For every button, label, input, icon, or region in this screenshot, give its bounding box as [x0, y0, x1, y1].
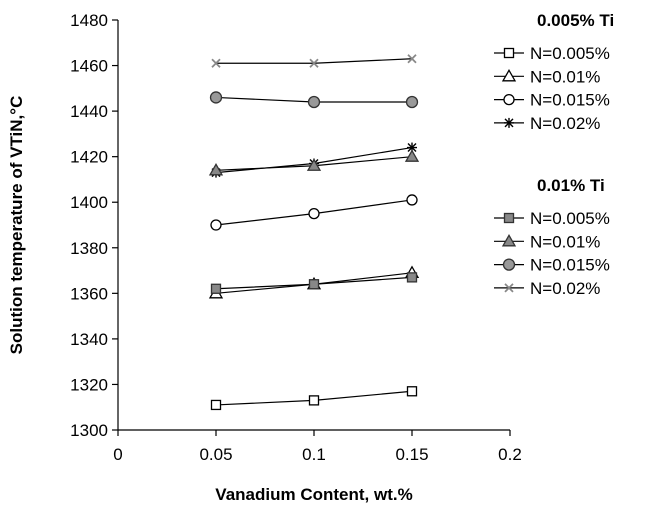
- point-marker: [308, 279, 320, 290]
- series-line-group: [210, 194, 418, 231]
- series-line-group: [210, 272, 418, 294]
- point-marker: [404, 149, 420, 162]
- marker-stroke: [504, 283, 514, 293]
- legend-item: N=0.02%: [494, 279, 600, 298]
- y-tick-label: 1460: [70, 57, 108, 76]
- point-marker: [306, 158, 322, 171]
- x-tick-label: 0.15: [395, 445, 428, 464]
- point-marker: [406, 386, 418, 397]
- series-layer: [208, 54, 420, 411]
- y-tick-label: 1340: [70, 330, 108, 349]
- series-line-group: [208, 149, 420, 176]
- series-line-group: [209, 91, 419, 109]
- legend-item: N=0.005%: [494, 44, 610, 63]
- point-marker: [209, 91, 223, 104]
- point-marker: [407, 54, 417, 64]
- legend-label: N=0.01%: [530, 67, 600, 86]
- point-marker: [502, 258, 516, 271]
- point-marker: [211, 58, 221, 68]
- point-marker: [308, 395, 320, 406]
- x-tick-label: 0.2: [498, 445, 522, 464]
- legend-label: N=0.015%: [530, 91, 610, 110]
- legend-label: N=0.02%: [530, 279, 600, 298]
- plot-area: 1300 1320 1340 1360 1380 1400 1420 1440 1460 1480…: [70, 11, 522, 464]
- point-marker: [406, 272, 418, 283]
- y-tick-label: 1300: [70, 421, 108, 440]
- marker-stroke: [309, 58, 319, 68]
- point-marker: [208, 163, 224, 176]
- y-tick-label: 1380: [70, 239, 108, 258]
- series-line-group: [210, 386, 418, 411]
- legend: 0.005% Ti N=0.005% N=0.01% N=0.015% N=0.02% 0…: [494, 11, 614, 298]
- legend-item: N=0.005%: [494, 209, 610, 228]
- point-marker: [309, 58, 319, 68]
- point-marker: [405, 95, 419, 109]
- point-marker: [307, 95, 321, 109]
- marker-stroke: [504, 118, 514, 128]
- marker-stroke: [211, 58, 221, 68]
- legend-item: N=0.015%: [494, 91, 610, 110]
- legend-item: N=0.01%: [494, 232, 600, 251]
- legend-group-title: 0.005% Ti: [537, 11, 614, 30]
- legend-item: N=0.02%: [494, 114, 600, 133]
- x-tick-label: 0: [113, 445, 122, 464]
- legend-label: N=0.005%: [530, 209, 610, 228]
- legend-label: N=0.02%: [530, 114, 600, 133]
- y-tick-label: 1480: [70, 11, 108, 30]
- x-tick-label: 0.05: [199, 445, 232, 464]
- y-tick-label: 1400: [70, 193, 108, 212]
- legend-item: N=0.015%: [494, 256, 610, 275]
- point-marker: [501, 233, 517, 247]
- y-ticks: 1300 1320 1340 1360 1380 1400 1420 1440 1460 1480: [70, 11, 118, 440]
- y-axis-title: Solution temperature of VTiN,°C: [7, 96, 26, 355]
- legend-item: N=0.01%: [494, 67, 600, 86]
- legend-group-title: 0.01% Ti: [537, 176, 605, 195]
- point-marker: [210, 399, 222, 411]
- point-marker: [308, 207, 320, 220]
- point-marker: [406, 194, 418, 206]
- legend-label: N=0.015%: [530, 256, 610, 275]
- point-marker: [503, 212, 515, 224]
- point-marker: [503, 93, 515, 106]
- point-marker: [504, 117, 514, 128]
- series-line-group: [211, 54, 417, 68]
- y-tick-label: 1360: [70, 284, 108, 303]
- point-marker: [504, 283, 514, 293]
- marker-stroke: [407, 143, 417, 153]
- legend-label: N=0.005%: [530, 44, 610, 63]
- y-tick-label: 1420: [70, 148, 108, 167]
- point-marker: [501, 68, 517, 82]
- y-tick-label: 1440: [70, 102, 108, 121]
- point-marker: [210, 219, 222, 231]
- x-ticks: 0 0.05 0.1 0.15 0.2: [113, 430, 522, 464]
- marker-stroke: [407, 54, 417, 64]
- point-marker: [503, 47, 515, 59]
- x-axis-title: Vanadium Content, wt.%: [215, 485, 412, 504]
- y-tick-label: 1320: [70, 375, 108, 394]
- point-marker: [210, 283, 222, 294]
- x-tick-label: 0.1: [302, 445, 326, 464]
- legend-label: N=0.01%: [530, 232, 600, 251]
